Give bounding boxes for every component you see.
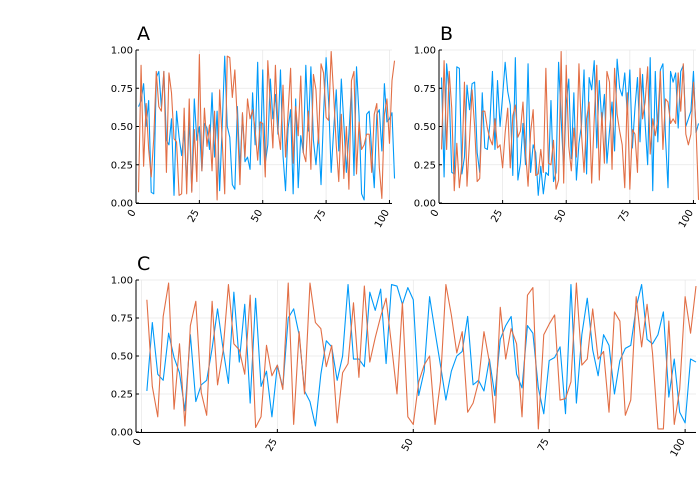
y-tick-label: 0.00	[414, 199, 436, 210]
y-tick-label: 0.50	[111, 352, 133, 363]
y-tick-label: 0.25	[111, 390, 133, 401]
x-tick-label: 50	[553, 208, 569, 225]
x-tick-label: 100	[677, 208, 696, 230]
panel-b: 0.00 0.25 0.50 0.75 1.00 0 25 50 75 100 B	[414, 23, 700, 230]
series-line-y1	[440, 57, 700, 196]
x-tick-label: 50	[400, 437, 416, 454]
series-line-y2	[146, 282, 697, 430]
x-tick-label: 0	[126, 208, 139, 219]
y-tick-label: 0.25	[111, 160, 133, 171]
x-tick-label: 75	[313, 208, 329, 225]
x-tick-label: 25	[264, 437, 280, 454]
series-line-y1	[146, 284, 697, 427]
y-tick-label: 0.75	[111, 314, 133, 325]
x-tick-label: 75	[617, 208, 633, 225]
y-tick-label: 0.25	[414, 160, 436, 171]
panel-title: B	[440, 23, 453, 45]
y-tick-label: 1.00	[111, 276, 133, 287]
panel-a: 0.00 0.25 0.50 0.75 1.00 0 25 50 75 100 A	[111, 23, 396, 230]
x-tick-label: 25	[489, 208, 505, 225]
x-tick-label: 0	[429, 208, 442, 219]
series-line-y2	[137, 50, 396, 201]
y-tick-label: 1.00	[111, 46, 133, 57]
y-tick-label: 0.75	[414, 84, 436, 95]
x-tick-label: 75	[536, 437, 552, 454]
x-tick-label: 100	[669, 437, 688, 459]
series-line-y1	[138, 55, 396, 201]
x-tick-label: 50	[249, 208, 265, 225]
y-tick-label: 0.00	[111, 428, 133, 439]
series-line-y2	[440, 50, 700, 200]
y-tick-label: 0.00	[111, 199, 133, 210]
y-tick-label: 1.00	[414, 46, 436, 57]
y-tick-label: 0.50	[414, 122, 436, 133]
x-tick-label: 25	[186, 208, 202, 225]
panel-title: C	[137, 253, 150, 275]
x-tick-label: 100	[373, 208, 392, 230]
panel-c: 0.00 0.25 0.50 0.75 1.00 0 25 50 75 100 C	[111, 253, 697, 459]
x-tick-label: 0	[131, 437, 144, 448]
y-tick-label: 0.75	[111, 84, 133, 95]
y-tick-label: 0.50	[111, 122, 133, 133]
panel-title: A	[137, 23, 150, 45]
